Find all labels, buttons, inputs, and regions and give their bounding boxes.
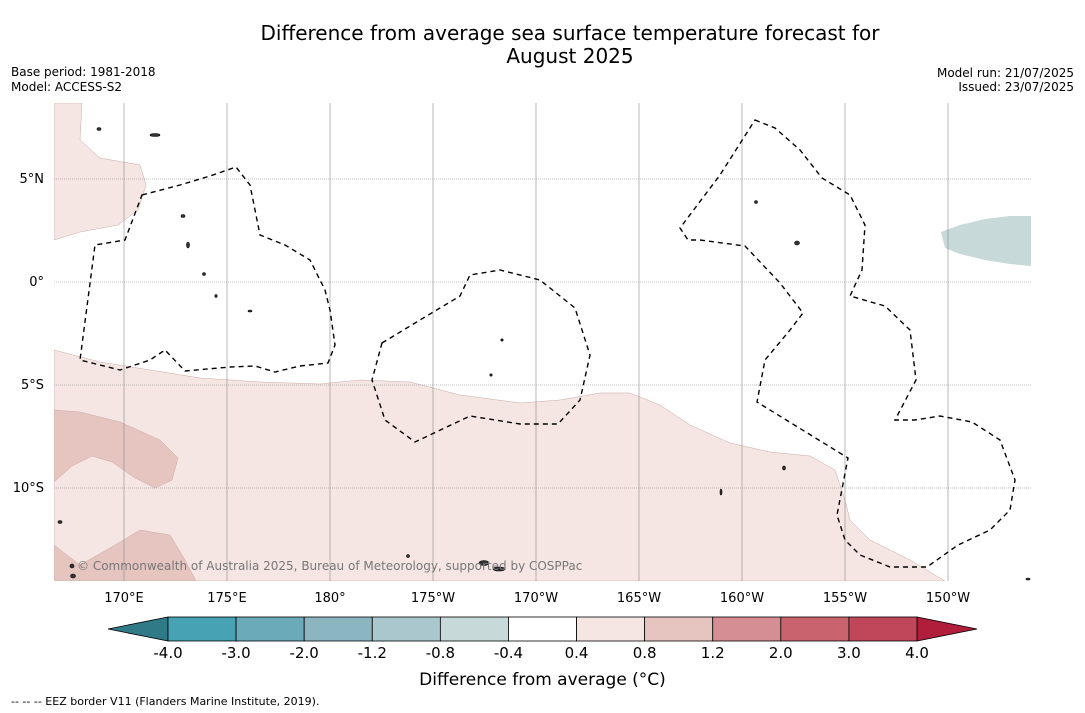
island (1025, 577, 1031, 581)
lat-label: 5°N (20, 172, 45, 187)
eez-border-phoenix (371, 269, 591, 443)
lon-label: 160°W (720, 591, 764, 606)
colorbar-tick-label: -1.2 (358, 644, 387, 662)
lat-labels: 5°N 0° 5°S 10°S (13, 172, 44, 496)
island (69, 563, 75, 569)
island (202, 272, 206, 276)
colorbar-tick-label: 4.0 (905, 644, 929, 662)
colorbar-tick-label: -0.8 (426, 644, 455, 662)
colorbar-tick-label: -0.4 (494, 644, 523, 662)
model-name: Model: ACCESS-S2 (11, 80, 123, 94)
model-run: Model run: 21/07/2025 (936, 66, 1074, 80)
colorbar-tick-label: 1.2 (701, 644, 725, 662)
lon-label: 175°W (411, 591, 455, 606)
eez-border-line-islands (679, 119, 1016, 568)
meta-left: Base period: 1981-2018 Model: ACCESS-S2 (11, 65, 156, 95)
island (489, 373, 493, 377)
colorbar-tick-label: -4.0 (153, 644, 182, 662)
lat-label: 0° (29, 275, 44, 290)
graticule (54, 103, 1031, 581)
meta-right: Model run: 21/07/2025 Issued: 23/07/2025 (937, 66, 1074, 94)
warm-anomaly-patch-southwest (54, 529, 197, 581)
islands (57, 127, 1031, 581)
colorbar-bin (780, 616, 850, 642)
lon-label: 175°E (207, 591, 247, 606)
island (794, 240, 800, 246)
island (719, 488, 723, 496)
colorbar-bin (644, 616, 714, 642)
warm-anomaly-region-north (54, 103, 147, 241)
island (180, 214, 186, 218)
colorbar-bin (712, 616, 782, 642)
island (96, 127, 102, 131)
anomaly-layer (54, 103, 1031, 581)
island (186, 241, 190, 249)
island (406, 554, 410, 558)
island (70, 573, 76, 579)
eez-border-kiribati-gilbert (79, 166, 336, 373)
colorbar-tick-label: -2.0 (290, 644, 319, 662)
colorbar: -4.0 -3.0 -2.0 -1.2 -0.8 -0.4 0.4 0.8 1.2 2.0 3.0 4… (107, 616, 978, 662)
lon-label: 170°E (104, 591, 144, 606)
island (754, 200, 758, 204)
lon-label: 155°W (823, 591, 867, 606)
map-title: Difference from average sea surface temp… (170, 22, 970, 68)
colorbar-bin (371, 616, 441, 642)
colorbar-tick-label: 0.8 (633, 644, 657, 662)
island (478, 560, 490, 566)
colorbar-tick-label: -3.0 (221, 644, 250, 662)
island (57, 520, 63, 524)
island (492, 566, 506, 572)
island (149, 133, 161, 137)
colorbar-tick-label: 2.0 (769, 644, 793, 662)
colorbar-label: Difference from average (°C) (419, 670, 666, 690)
island (500, 338, 504, 342)
lon-label: 165°W (617, 591, 661, 606)
colorbar-bin (167, 616, 237, 642)
colorbar-extend-high (916, 616, 978, 642)
colorbar-bin (508, 616, 577, 642)
colorbar-bin (303, 616, 373, 642)
map-title-line2: August 2025 (506, 44, 634, 68)
island (214, 294, 218, 298)
island (247, 309, 253, 313)
colorbar-bin (235, 616, 305, 642)
eez-legend-note: -- -- -- EEZ border V11 (Flanders Marine… (11, 695, 320, 708)
map-title-line1: Difference from average sea surface temp… (260, 21, 880, 45)
issued-date: Issued: 23/07/2025 (958, 80, 1074, 94)
colorbar-bin (439, 616, 509, 642)
lon-label: 180° (314, 591, 345, 606)
lon-labels: 170°E 175°E 180° 175°W 170°W 165°W 160°W… (104, 591, 970, 606)
lat-label: 5°S (21, 378, 44, 393)
lon-label: 150°W (926, 591, 970, 606)
base-period: Base period: 1981-2018 (11, 65, 156, 79)
eez-borders (79, 119, 1016, 568)
cool-anomaly-patch (941, 216, 1031, 266)
copyright-text: © Commonwealth of Australia 2025, Bureau… (77, 559, 582, 573)
colorbar-tick-label: 3.0 (837, 644, 861, 662)
colorbar-bin (576, 616, 646, 642)
island (782, 465, 786, 471)
lat-label: 10°S (13, 481, 44, 496)
colorbar-bin (848, 616, 918, 642)
warm-anomaly-region-south (54, 349, 946, 581)
colorbar-extend-low (107, 616, 169, 642)
colorbar-tick-label: 0.4 (565, 644, 589, 662)
lon-label: 170°W (514, 591, 558, 606)
